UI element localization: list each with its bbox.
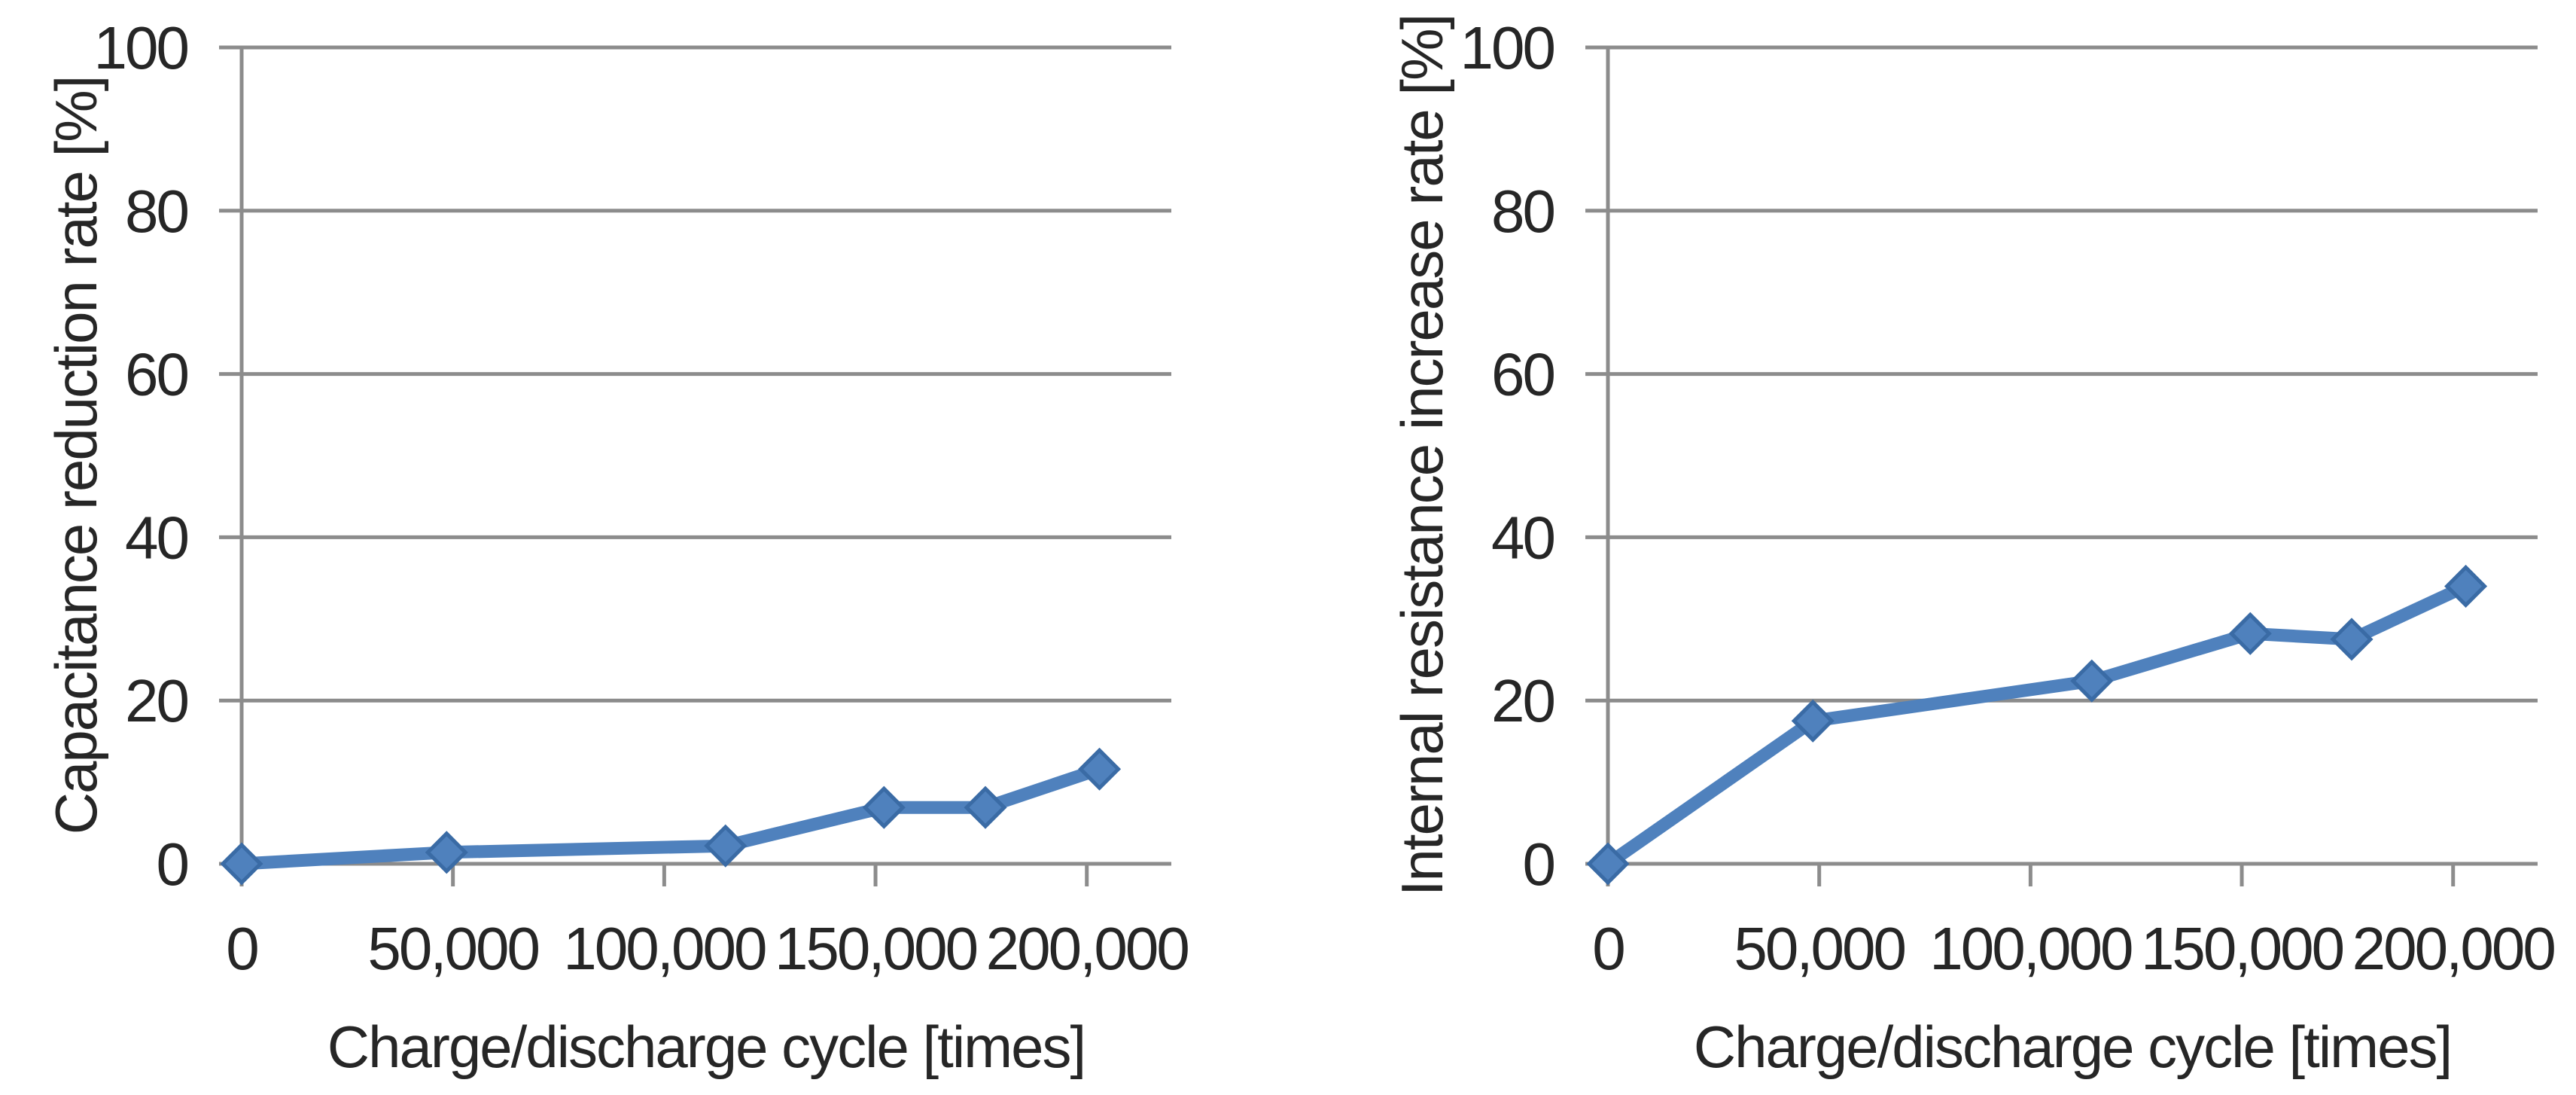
y-axis-title: Capacitance reduction rate [%]: [43, 77, 109, 835]
y-tick-label: 20: [125, 667, 187, 734]
data-point-marker: [2228, 612, 2272, 655]
y-tick-label: 60: [1491, 341, 1554, 408]
x-tick-label: 50,000: [367, 915, 538, 982]
data-point-marker: [2444, 564, 2488, 608]
y-tick-label: 40: [125, 504, 187, 571]
x-tick-label: 150,000: [775, 915, 977, 982]
y-tick-label: 60: [125, 341, 187, 408]
data-point-marker: [964, 785, 1007, 829]
y-tick-label: 80: [125, 178, 187, 245]
data-point-marker: [220, 842, 263, 886]
capacitance-chart-plot: 0 20 40 60 80 100 0 50,000 100,000 150,000 200,000…: [43, 14, 1190, 1080]
x-tick-label: 0: [226, 915, 257, 982]
data-point-marker: [2070, 659, 2114, 703]
x-axis-title: Charge/discharge cycle [times]: [327, 1014, 1085, 1080]
resistance-chart-plot: 0 20 40 60 80 100 0 50,000 100,000 150,000 200,000…: [1389, 14, 2556, 1080]
data-line: [235, 762, 1107, 871]
y-axis-title: Internal resistance increase rate [%]: [1389, 15, 1455, 896]
x-tick-label: 200,000: [2352, 915, 2555, 982]
y-tick-label: 100: [94, 14, 188, 81]
data-point-marker: [1078, 747, 1122, 791]
y-tick-label: 40: [1491, 504, 1554, 571]
x-tick-label: 200,000: [986, 915, 1189, 982]
data-point-marker: [2330, 618, 2374, 661]
data-point-marker: [425, 831, 468, 874]
x-tick-label: 50,000: [1734, 915, 1905, 982]
x-tick-label: 100,000: [563, 915, 766, 982]
data-line: [1601, 579, 2473, 871]
y-tick-label: 0: [157, 831, 188, 898]
data-point-marker: [862, 785, 906, 829]
y-tick-label: 20: [1491, 667, 1554, 734]
y-tick-label: 100: [1460, 14, 1554, 81]
x-tick-label: 150,000: [2141, 915, 2343, 982]
x-tick-label: 0: [1592, 915, 1624, 982]
y-tick-label: 80: [1491, 178, 1554, 245]
internal-resistance-chart: 0 20 40 60 80 100 0 50,000 100,000 150,000 200,000…: [1288, 0, 2576, 1095]
data-point-marker: [1791, 699, 1835, 743]
capacitance-reduction-chart: 0 20 40 60 80 100 0 50,000 100,000 150,000 200,000…: [43, 14, 1190, 1080]
y-tick-label: 0: [1523, 831, 1554, 898]
data-point-marker: [704, 824, 748, 868]
data-point-marker: [1586, 842, 1630, 886]
x-tick-label: 100,000: [1929, 915, 2132, 982]
x-axis-title: Charge/discharge cycle [times]: [1694, 1014, 2451, 1080]
